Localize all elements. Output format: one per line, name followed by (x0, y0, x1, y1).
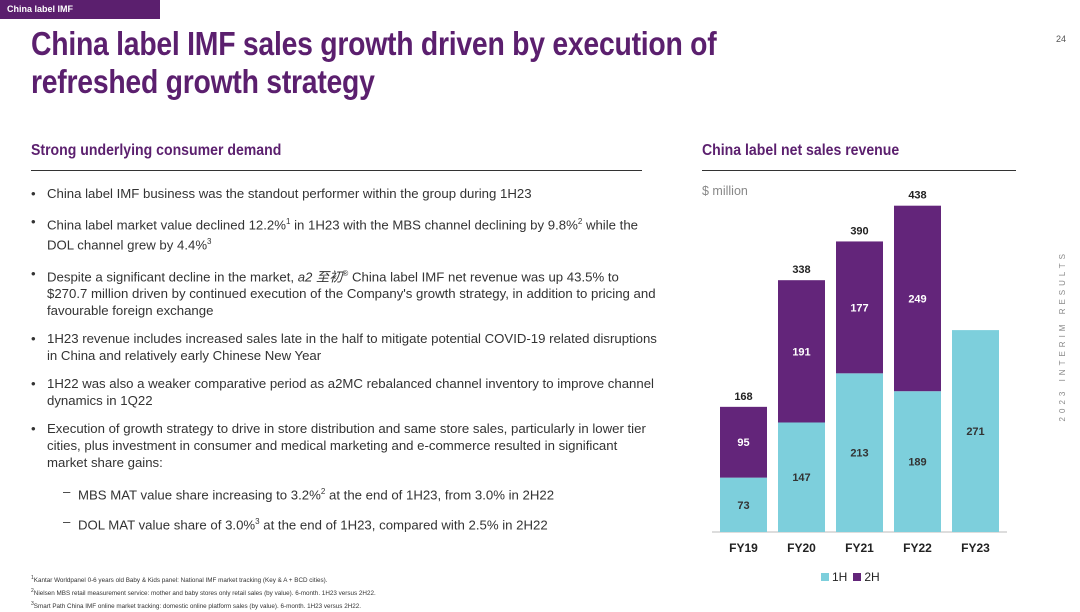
bullet-marker: • (31, 376, 36, 392)
bar-1h (894, 391, 941, 532)
bullet-text: China label IMF net revenue was up 43.5%… (47, 269, 656, 319)
x-tick-label: FY21 (845, 541, 874, 555)
footnotes: 1Kantar Worldpanel 0-6 years old Baby & … (31, 573, 376, 612)
bar-2h (778, 280, 825, 423)
sub-bullet-list: – MBS MAT value share increasing to 3.2%… (47, 483, 661, 533)
revenue-chart: 73 95 168 FY19 147 191 338 FY20 213 177 390 FY21 189… (712, 190, 1007, 555)
legend-item-2h: 2H (853, 570, 880, 584)
brand-name: a2 至初 (297, 269, 343, 285)
bullet-text: 1H23 revenue includes increased sales la… (47, 331, 657, 364)
x-tick-label: FY23 (961, 541, 990, 555)
bar-2h (836, 241, 883, 374)
left-section-divider (31, 170, 642, 171)
footnote-ref: 2 (320, 487, 326, 497)
legend-swatch-1h (821, 573, 829, 581)
bullet-marker: • (31, 331, 36, 347)
legend-label-2h: 2H (864, 570, 880, 584)
total-label: 390 (850, 225, 868, 237)
bullet-item: • 1H22 was also a weaker comparative per… (31, 375, 661, 409)
bar-1h (778, 422, 825, 532)
bullet-marker: • (31, 421, 36, 437)
footnote-number: 2 (31, 588, 34, 595)
footnote: 1Kantar Worldpanel 0-6 years old Baby & … (31, 573, 376, 586)
page-number: 24 (1055, 34, 1066, 44)
bullet-item: • China label market value declined 12.2… (31, 213, 661, 254)
footnote-ref: 2 (577, 217, 583, 226)
data-label-2h: 177 (850, 302, 868, 314)
footnote-number: 1 (31, 575, 34, 581)
sub-bullet-marker: – (63, 513, 71, 529)
bullet-text: Execution of growth strategy to drive in… (47, 421, 646, 471)
x-tick-label: FY19 (729, 541, 758, 555)
bullet-marker: • (31, 265, 36, 281)
chart-section-divider (702, 170, 1016, 171)
x-tick-label: FY20 (787, 541, 816, 555)
footnote: 2Nielsen MBS retail measurement service:… (31, 586, 376, 599)
bullet-text: 1H22 was also a weaker comparative perio… (47, 376, 654, 409)
bullet-marker: • (31, 214, 36, 229)
chart-legend: 1H 2H (821, 570, 880, 584)
bar-1h (952, 330, 999, 532)
data-label-1h: 189 (908, 457, 926, 469)
footnote-ref: 3 (255, 516, 260, 526)
footnote: 3Smart Path China IMF online market trac… (31, 599, 376, 612)
side-label: 2023 INTERIM RESULTS (1058, 250, 1067, 422)
left-section-title: Strong underlying consumer demand (31, 142, 282, 159)
bullet-text: while the DOL channel grew by 4.4% (47, 217, 638, 253)
bullet-item: • 1H23 revenue includes increased sales … (31, 330, 661, 364)
total-label: 168 (734, 391, 752, 403)
sub-bullet-item: – DOL MAT value share of 3.0%3 at the en… (47, 513, 661, 533)
sub-bullet-marker: – (63, 484, 71, 500)
footnote-ref: 1 (286, 217, 291, 226)
data-label-2h: 95 (737, 437, 749, 449)
chart-unit-label: $ million (702, 184, 748, 198)
total-label: 438 (908, 190, 926, 202)
bullet-marker: • (31, 186, 36, 201)
bullet-text: China label IMF business was the standou… (47, 186, 532, 201)
bullet-text: Despite a significant decline in the mar… (47, 269, 298, 285)
bar-1h (720, 477, 767, 532)
sub-bullet-item: – MBS MAT value share increasing to 3.2%… (47, 483, 661, 503)
footnote-text: Kantar Worldpanel 0-6 years old Baby & K… (33, 577, 328, 585)
legend-swatch-2h (853, 573, 862, 581)
bullet-item: • Despite a significant decline in the m… (31, 265, 661, 319)
legend-item-1h: 1H (821, 570, 847, 584)
legend-label-1h: 1H (832, 570, 848, 584)
bar-2h (720, 406, 767, 478)
footnote-ref: 3 (207, 237, 212, 247)
sub-bullet-text: DOL MAT value share of 3.0% (78, 516, 256, 532)
bullet-item: • Execution of growth strategy to drive … (31, 420, 661, 533)
bar-2h (894, 205, 941, 392)
total-label: 338 (792, 264, 810, 276)
sub-bullet-text: at the end of 1H23, from 3.0% in 2H22 (325, 487, 555, 503)
chart-section-title: China label net sales revenue (702, 142, 900, 159)
data-label-1h: 213 (850, 448, 868, 460)
data-label-2h: 191 (792, 346, 810, 358)
x-tick-label: FY22 (903, 541, 932, 555)
data-label-1h: 271 (966, 426, 984, 438)
data-label-2h: 249 (908, 293, 926, 305)
bullet-text: in 1H23 with the MBS channel declining b… (290, 217, 578, 233)
footnote-text: Nielsen MBS retail measurement service: … (33, 590, 376, 598)
footnote-number: 3 (31, 601, 34, 608)
registered-mark: ® (342, 268, 349, 278)
bullet-text: China label market value declined 12.2% (47, 217, 286, 233)
data-label-1h: 73 (737, 500, 749, 512)
bullet-item: • China label IMF business was the stand… (31, 185, 661, 202)
page-title: China label IMF sales growth driven by e… (31, 25, 717, 100)
data-label-1h: 147 (792, 472, 810, 484)
section-tag: China label IMF (0, 0, 160, 19)
sub-bullet-text: at the end of 1H23, compared with 2.5% i… (259, 516, 548, 532)
sub-bullet-text: MBS MAT value share increasing to 3.2% (78, 487, 321, 503)
bullet-list: • China label IMF business was the stand… (31, 185, 661, 544)
bar-1h (836, 373, 883, 532)
